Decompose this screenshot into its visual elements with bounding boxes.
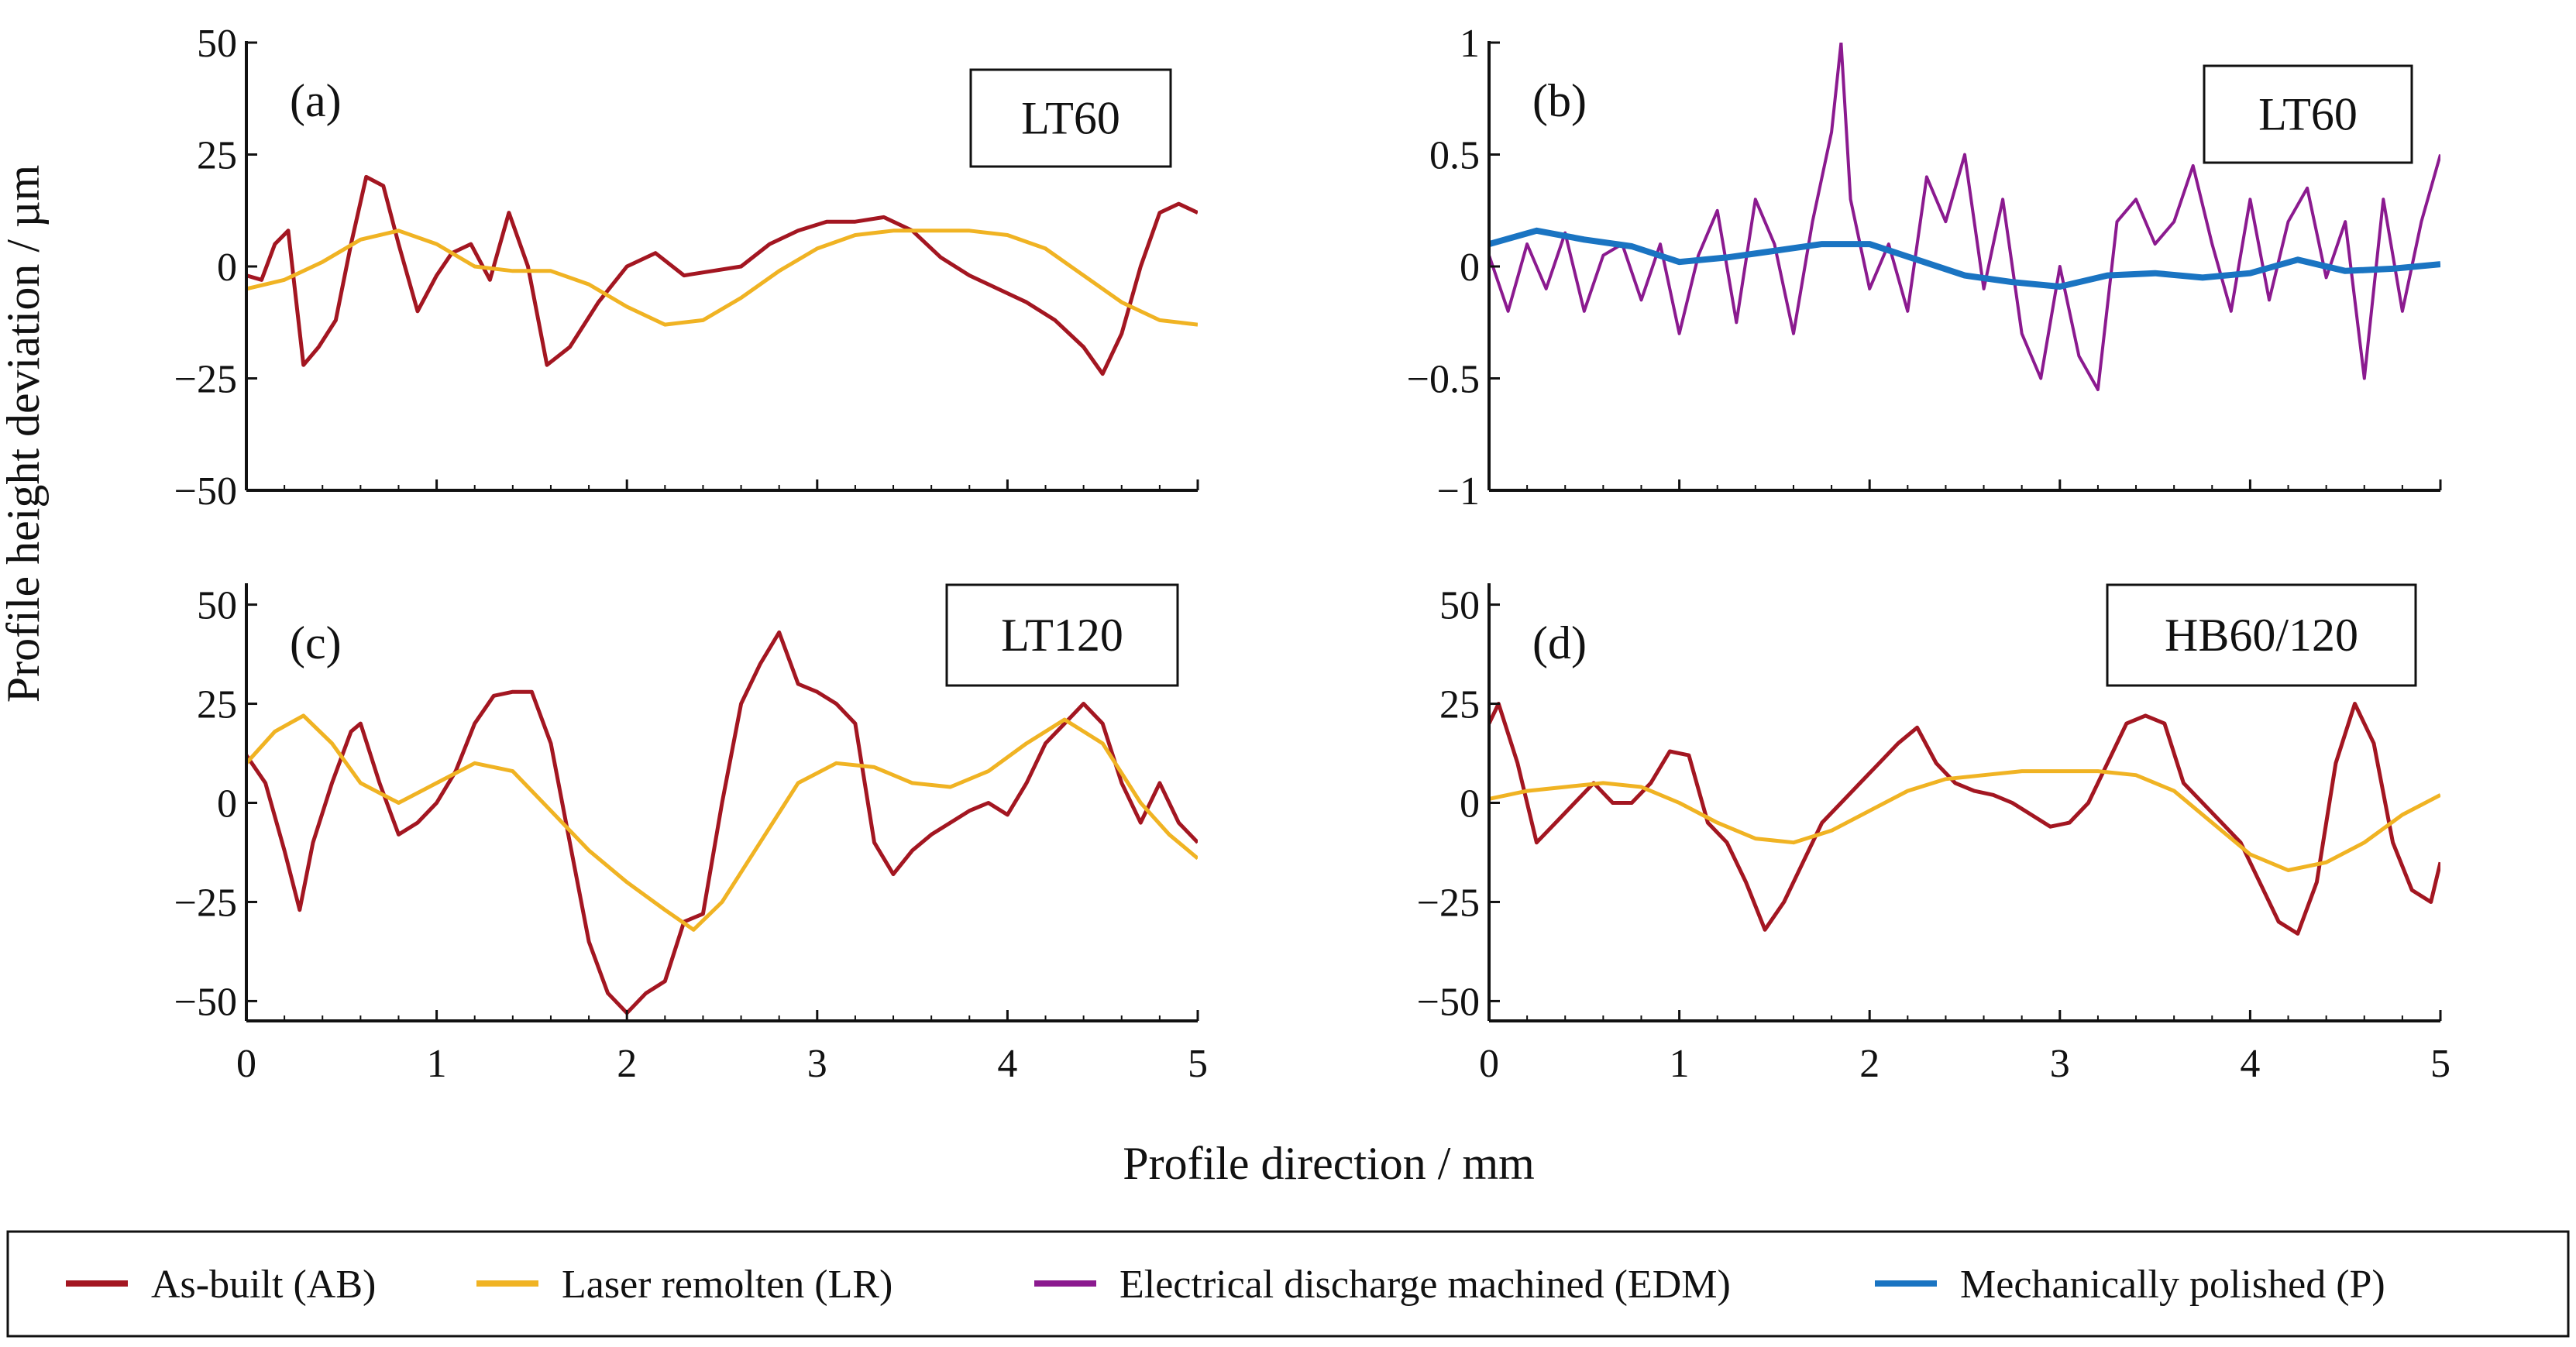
series-ab-panel-c <box>246 630 1198 1015</box>
legend-label-p: Mechanically polished (P) <box>1960 1263 2385 1307</box>
series-lr-panel-c <box>246 713 1198 932</box>
series-p-panel-b <box>1489 227 2440 290</box>
x-tick-label-d: 3 <box>2050 1042 2070 1086</box>
y-tick-label-d: 25 <box>1439 683 1480 727</box>
y-axis-title: Profile height deviation / µm <box>0 165 49 703</box>
condition-box-d <box>2106 583 2417 687</box>
y-tick-label-c: 50 <box>197 584 237 628</box>
x-tick-label-d: 2 <box>1859 1042 1880 1086</box>
series-lr-panel-a <box>246 229 1198 327</box>
panel-b: −1 −0.5 0 0.5 1 (b) LT60 <box>1407 22 2442 514</box>
series-edm-panel-b <box>1489 43 2440 391</box>
series-lr-panel-d <box>1489 769 2440 872</box>
y-tick-label-d: −50 <box>1417 980 1480 1024</box>
x-tick-label-d: 0 <box>1479 1042 1499 1086</box>
x-tick-label-c: 5 <box>1188 1042 1208 1086</box>
condition-label-b: LT60 <box>2258 89 2358 140</box>
legend-label-edm: Electrical discharge machined (EDM) <box>1119 1263 1731 1307</box>
condition-box-b <box>2203 64 2413 164</box>
panel-d: −50 −25 0 25 50 0 1 2 3 4 5 (d) HB60/120 <box>1417 583 2450 1086</box>
condition-label-d: HB60/120 <box>2165 610 2358 661</box>
condition-box-c <box>945 583 1179 687</box>
condition-label-a: LT60 <box>1021 93 1120 144</box>
legend-label-lr: Laser remolten (LR) <box>562 1263 892 1307</box>
x-tick-label-c: 1 <box>427 1042 447 1086</box>
series-ab-panel-a <box>246 174 1198 376</box>
panel-label-b: (b) <box>1532 75 1587 126</box>
legend-items: As-built (AB) Laser remolten (LR) Electric… <box>66 1263 2385 1307</box>
x-tick-label-c: 3 <box>807 1042 827 1086</box>
x-tick-label-d: 4 <box>2240 1042 2260 1086</box>
series-ab-panel-d <box>1489 702 2440 936</box>
panel-a: −50 −25 0 25 50 (a) LT60 <box>174 22 1199 514</box>
legend-frame <box>6 1230 2570 1338</box>
y-tick-label-b: −0.5 <box>1407 358 1480 402</box>
y-tick-label-a: 25 <box>197 134 237 178</box>
y-tick-label-b: 0 <box>1460 246 1480 290</box>
y-tick-label-c: 0 <box>217 782 237 826</box>
x-tick-label-d: 1 <box>1670 1042 1690 1086</box>
y-tick-label-a: 50 <box>197 22 237 66</box>
y-tick-label-c: 25 <box>197 683 237 727</box>
y-tick-label-d: 50 <box>1439 584 1480 628</box>
y-tick-label-a: 0 <box>217 246 237 290</box>
y-tick-label-b: 1 <box>1460 22 1480 66</box>
x-axis-title: Profile direction / mm <box>1123 1138 1535 1189</box>
y-tick-label-b: 0.5 <box>1429 134 1480 178</box>
x-tick-label-d: 5 <box>2430 1042 2450 1086</box>
x-tick-label-c: 0 <box>236 1042 256 1086</box>
x-tick-label-c: 2 <box>617 1042 637 1086</box>
y-tick-label-b: −1 <box>1437 469 1480 514</box>
y-tick-label-d: −25 <box>1417 881 1480 925</box>
y-tick-label-c: −25 <box>174 881 237 925</box>
panel-c: −50 −25 0 25 50 0 1 2 3 4 5 (c) LT120 <box>174 583 1208 1086</box>
y-tick-label-a: −25 <box>174 358 237 402</box>
condition-label-c: LT120 <box>1001 610 1123 661</box>
legend: As-built (AB) Laser remolten (LR) Electric… <box>6 1230 2570 1338</box>
x-tick-label-c: 4 <box>997 1042 1017 1086</box>
legend-label-ab: As-built (AB) <box>151 1263 376 1307</box>
y-tick-label-d: 0 <box>1460 782 1480 826</box>
condition-box-a <box>969 68 1172 168</box>
y-tick-label-a: −50 <box>174 469 237 514</box>
panel-label-d: (d) <box>1532 617 1587 668</box>
y-tick-label-c: −50 <box>174 980 237 1024</box>
panel-label-c: (c) <box>290 617 342 668</box>
panel-label-a: (a) <box>290 75 342 126</box>
